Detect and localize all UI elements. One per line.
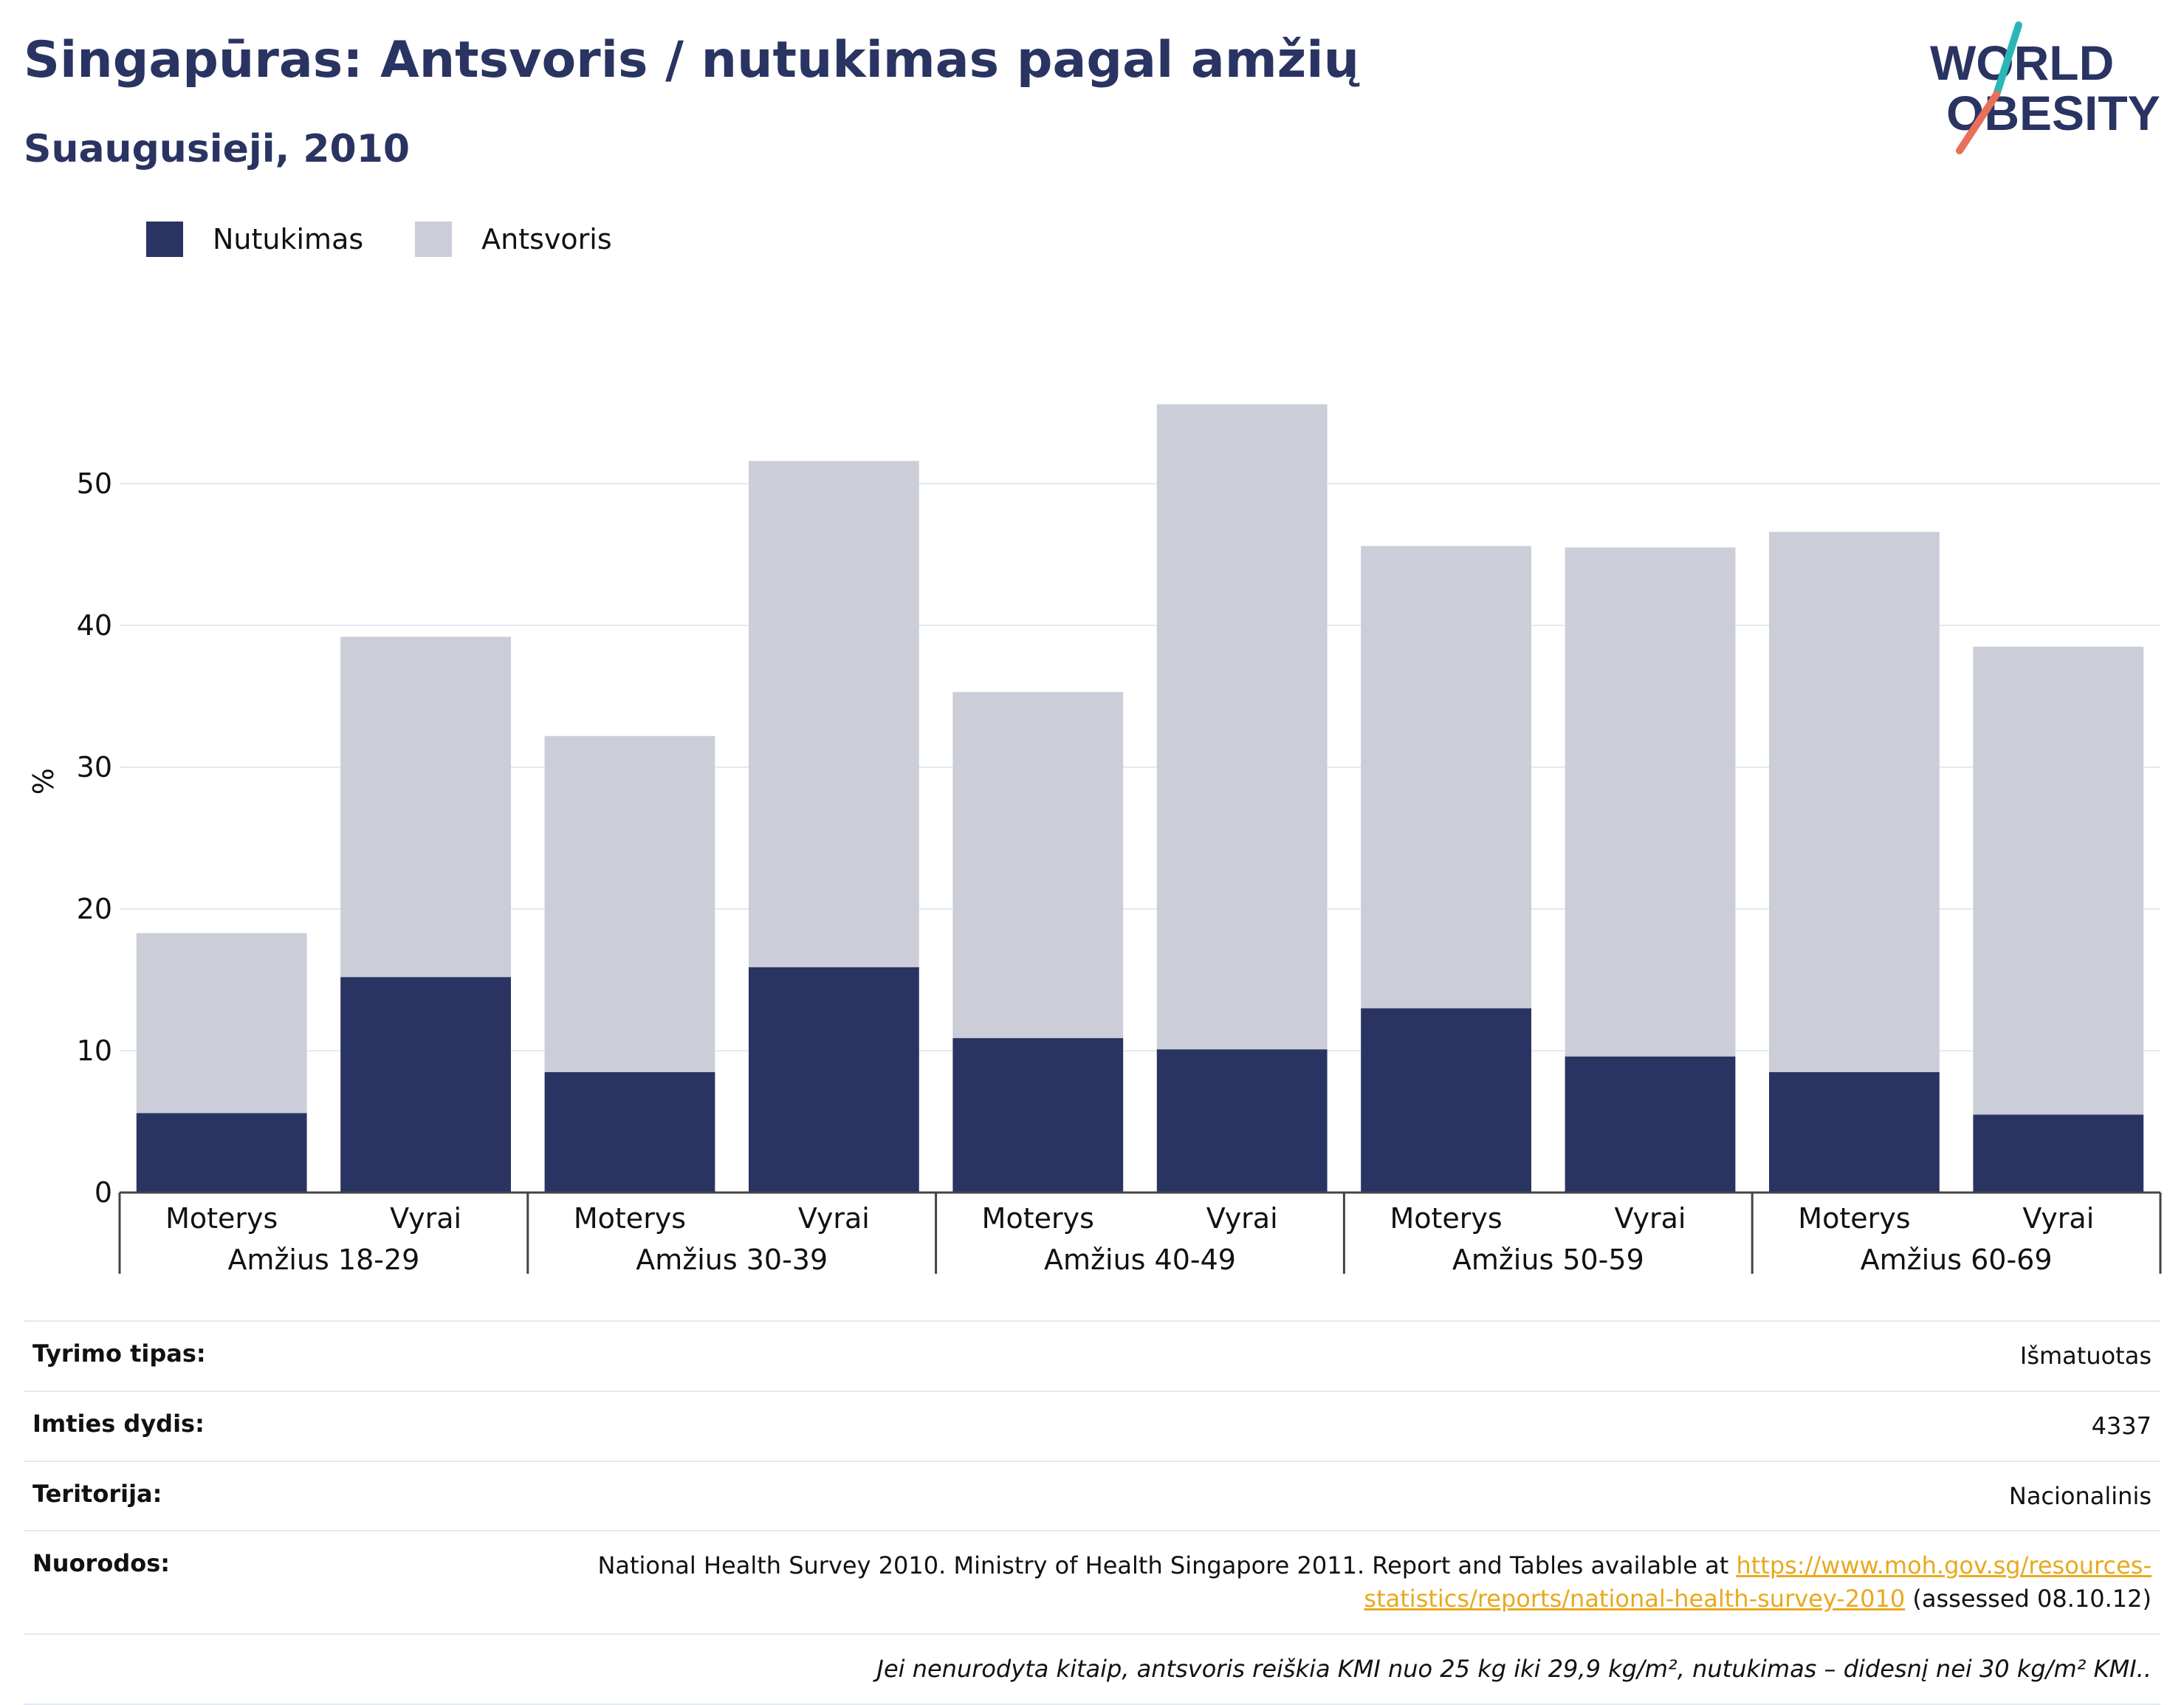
x-tick-label: Moterys bbox=[165, 1202, 278, 1235]
x-tick-label: Vyrai bbox=[2022, 1202, 2094, 1235]
bar-obesity bbox=[1156, 1049, 1328, 1193]
logo-slash-teal bbox=[1993, 21, 2022, 98]
bar-obesity bbox=[1565, 1056, 1736, 1193]
y-tick-label: 10 bbox=[77, 1035, 112, 1067]
y-tick-label: 0 bbox=[95, 1176, 112, 1209]
legend-swatch-overweight bbox=[415, 222, 453, 257]
y-tick-label: 30 bbox=[77, 751, 112, 783]
bar-obesity bbox=[1361, 1008, 1531, 1193]
bar-overweight bbox=[1565, 547, 1736, 1057]
x-tick-label: Moterys bbox=[1798, 1202, 1910, 1235]
legend-label-obesity: Nutukimas bbox=[213, 223, 364, 255]
info-row-sample-size: Imties dydis: 4337 bbox=[24, 1390, 2160, 1461]
legend-item-overweight[interactable]: Antsvoris bbox=[415, 222, 612, 257]
world-obesity-logo: WORLD OBESITY bbox=[1930, 21, 2160, 154]
bar-overweight bbox=[749, 461, 919, 967]
x-group-label: Amžius 40-49 bbox=[1044, 1243, 1236, 1276]
references-text: National Health Survey 2010. Ministry of… bbox=[597, 1551, 1737, 1580]
bar-obesity bbox=[1769, 1071, 1940, 1193]
logo-slash-coral bbox=[1956, 91, 2000, 154]
y-tick-label: 20 bbox=[77, 893, 112, 925]
territory-label: Teritorija: bbox=[32, 1479, 162, 1508]
bar-obesity bbox=[952, 1037, 1124, 1193]
x-tick-label: Vyrai bbox=[1615, 1202, 1686, 1235]
bar-overweight bbox=[1361, 546, 1531, 1009]
sample-size-value: 4337 bbox=[2091, 1411, 2152, 1440]
y-tick-label: 40 bbox=[77, 609, 112, 642]
x-tick-label: Vyrai bbox=[390, 1202, 461, 1235]
y-tick-label: 50 bbox=[77, 467, 112, 500]
info-row-references: Nuorodos: National Health Survey 2010. M… bbox=[24, 1530, 2160, 1633]
survey-type-value: Išmatuotas bbox=[2019, 1342, 2152, 1370]
info-row-territory: Teritorija: Nacionalinis bbox=[24, 1460, 2160, 1531]
bar-obesity bbox=[749, 967, 919, 1193]
bar-overweight bbox=[952, 692, 1124, 1038]
bar-overweight bbox=[136, 933, 307, 1114]
logo-text-obesity: OBESITY bbox=[1946, 86, 2160, 140]
bar-overweight bbox=[1769, 532, 1940, 1072]
x-group-label: Amžius 60-69 bbox=[1861, 1243, 2053, 1276]
x-group-label: Amžius 30-39 bbox=[636, 1243, 828, 1276]
survey-type-label: Tyrimo tipas: bbox=[32, 1339, 206, 1368]
bar-overweight bbox=[1156, 404, 1328, 1050]
survey-info-table: Tyrimo tipas: Išmatuotas Imties dydis: 4… bbox=[24, 1320, 2160, 1705]
bar-overweight bbox=[340, 637, 511, 978]
references-suffix: (assessed 08.10.12) bbox=[1905, 1585, 2152, 1613]
legend-label-overweight: Antsvoris bbox=[481, 223, 612, 255]
logo-text-world: WORLD bbox=[1930, 35, 2114, 90]
chart-title: Singapūras: Antsvoris / nutukimas pagal … bbox=[24, 31, 1359, 89]
x-tick-label: Moterys bbox=[574, 1202, 686, 1235]
references-value: National Health Survey 2010. Ministry of… bbox=[453, 1549, 2152, 1616]
bar-obesity bbox=[340, 977, 511, 1193]
x-tick-label: Moterys bbox=[982, 1202, 1094, 1235]
definition-note: Jei nenurodyta kitaip, antsvoris reiškia… bbox=[876, 1654, 2152, 1683]
bar-obesity bbox=[136, 1113, 307, 1193]
legend-item-obesity[interactable]: Nutukimas bbox=[146, 222, 363, 257]
x-tick-label: Moterys bbox=[1390, 1202, 1502, 1235]
x-group-label: Amžius 18-29 bbox=[227, 1243, 419, 1276]
bar-obesity bbox=[1973, 1114, 2144, 1193]
legend-swatch-obesity bbox=[146, 222, 183, 257]
references-link[interactable]: https://www.moh.gov.sg/resources-statist… bbox=[1364, 1551, 2152, 1613]
bar-obesity bbox=[544, 1071, 715, 1193]
x-group-label: Amžius 50-59 bbox=[1452, 1243, 1644, 1276]
stacked-bar-chart: 0 10 20 30 40 50% Moterys Vyrai Moterys Vyrai Mote… bbox=[27, 404, 2162, 1276]
references-label: Nuorodos: bbox=[32, 1549, 171, 1578]
sample-size-label: Imties dydis: bbox=[32, 1409, 205, 1438]
info-row-survey-type: Tyrimo tipas: Išmatuotas bbox=[24, 1320, 2160, 1390]
bar-overweight bbox=[1973, 646, 2144, 1115]
chart-legend: Nutukimas Antsvoris bbox=[146, 220, 664, 258]
y-axis-label: % bbox=[27, 768, 60, 795]
x-tick-label: Vyrai bbox=[798, 1202, 870, 1235]
territory-value: Nacionalinis bbox=[2008, 1481, 2152, 1510]
info-row-note: Jei nenurodyta kitaip, antsvoris reiškia… bbox=[24, 1633, 2160, 1705]
x-tick-label: Vyrai bbox=[1206, 1202, 1278, 1235]
bar-overweight bbox=[544, 735, 715, 1072]
chart-subtitle: Suaugusieji, 2010 bbox=[24, 127, 411, 171]
